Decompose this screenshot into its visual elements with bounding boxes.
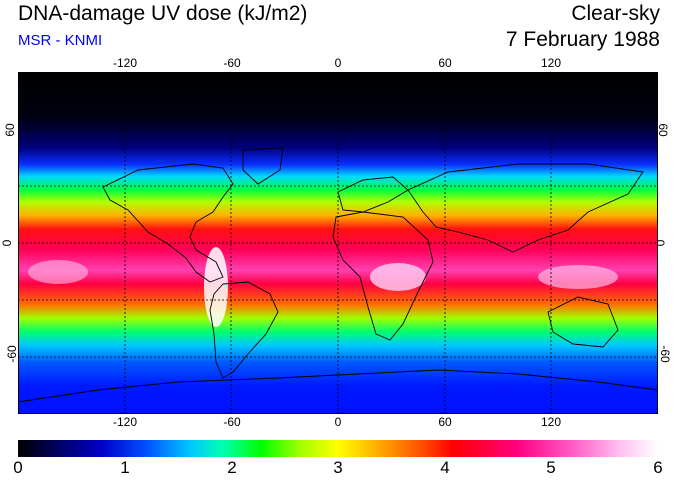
lon-tick-top: -120 xyxy=(112,56,138,70)
colorbar-label: 2 xyxy=(227,458,237,477)
lat-tick-right: 60 xyxy=(656,123,671,137)
colorbar-label: 3 xyxy=(333,458,343,477)
colorbar-label: 6 xyxy=(653,458,663,477)
coast-greenland xyxy=(242,147,284,185)
coast-australia xyxy=(547,296,619,348)
lat-tick-left: 60 xyxy=(3,123,18,137)
uv-hotspot xyxy=(28,260,88,284)
colorbar-label: 4 xyxy=(440,458,450,477)
coast-north-america xyxy=(102,163,234,283)
uv-hotspot xyxy=(370,263,426,291)
coast-antarctica xyxy=(18,369,658,403)
uv-hotspot xyxy=(538,265,618,289)
lon-tick-top: -60 xyxy=(223,56,241,70)
lat-tick-left: 0 xyxy=(0,239,14,247)
credit-label: MSR - KNMI xyxy=(18,32,103,49)
coast-europe xyxy=(337,176,409,213)
coastlines xyxy=(18,147,658,403)
map-title: DNA-damage UV dose (kJ/m2) xyxy=(18,2,308,25)
lon-tick-bottom: -60 xyxy=(223,415,241,429)
lon-tick-bottom: 120 xyxy=(540,415,562,429)
lon-tick-bottom: 0 xyxy=(334,415,342,429)
colorbar-label: 1 xyxy=(120,458,130,477)
uv-hotspot xyxy=(204,247,228,327)
lon-tick-bottom: 60 xyxy=(438,415,452,429)
coast-asia xyxy=(407,163,644,253)
sky-condition-label: Clear-sky xyxy=(571,2,660,25)
colorbar-label: 5 xyxy=(546,458,556,477)
coast-south-america xyxy=(209,281,279,379)
lon-tick-bottom: -120 xyxy=(112,415,138,429)
coast-africa xyxy=(332,211,434,341)
lon-tick-top: 60 xyxy=(438,56,452,70)
lon-tick-top: 0 xyxy=(334,56,342,70)
lat-tick-right: -60 xyxy=(658,345,673,363)
uv-dose-map xyxy=(18,72,658,414)
gridlines xyxy=(18,72,658,414)
map-frame xyxy=(18,72,658,414)
colorbar xyxy=(18,440,658,457)
lon-tick-top: 120 xyxy=(540,56,562,70)
date-label: 7 February 1988 xyxy=(505,28,660,51)
colorbar-label: 0 xyxy=(13,458,23,477)
